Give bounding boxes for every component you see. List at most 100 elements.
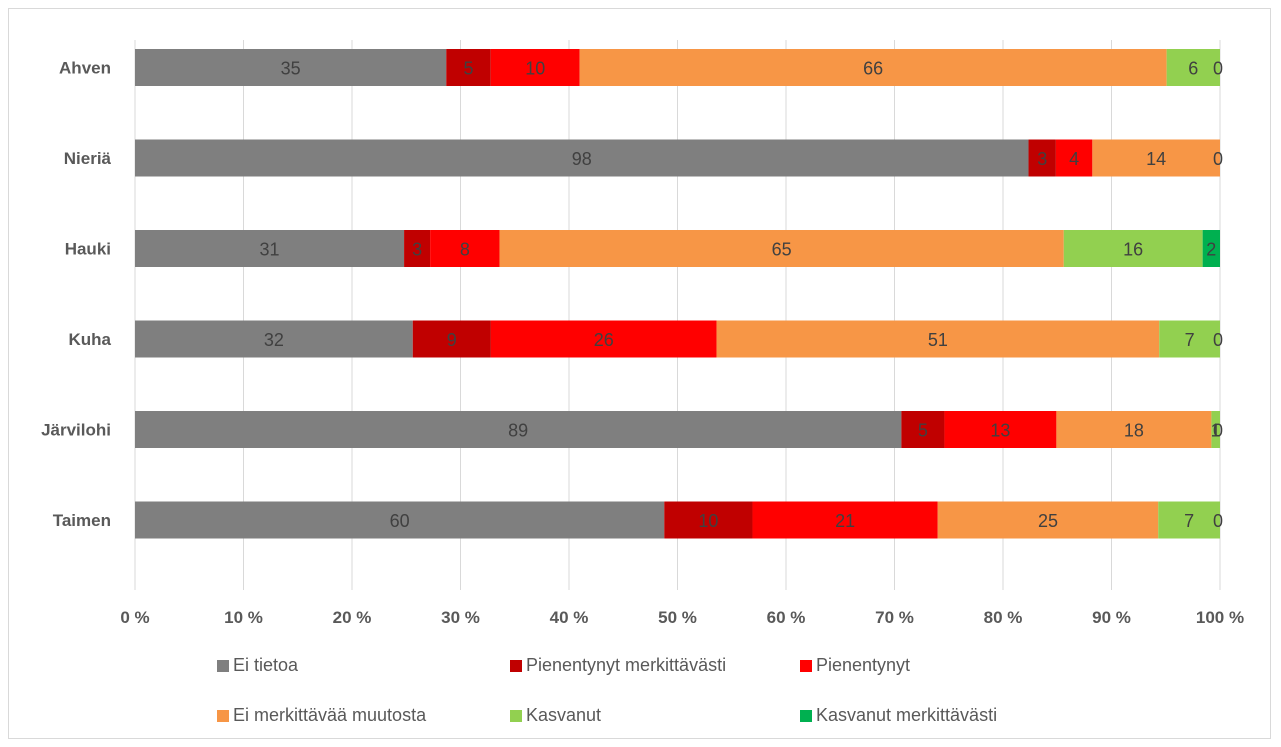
- data-label: 89: [508, 421, 528, 441]
- x-tick-label: 80 %: [984, 608, 1023, 627]
- bar-segment: [1092, 139, 1220, 177]
- data-label: 7: [1185, 330, 1195, 350]
- data-label: 60: [390, 511, 410, 531]
- x-tick-label: 40 %: [550, 608, 589, 627]
- x-tick-label: 70 %: [875, 608, 914, 627]
- bar-segment: [901, 411, 945, 448]
- legend-label: Ei merkittävää muutosta: [233, 705, 427, 725]
- bar-segment: [1056, 411, 1212, 448]
- data-label: 10: [525, 59, 545, 79]
- legend-item: Pienentynyt: [800, 655, 910, 676]
- data-label: 35: [281, 59, 301, 79]
- bar-segment: [135, 49, 447, 86]
- data-label: 32: [264, 330, 284, 350]
- category-label: Järvilohi: [41, 421, 111, 440]
- x-tick-label: 100 %: [1196, 608, 1244, 627]
- bar-segment: [404, 230, 431, 267]
- data-label: 9: [447, 330, 457, 350]
- bar-segment: [1055, 139, 1093, 177]
- bar-segment: [490, 320, 717, 358]
- bar-segment: [716, 320, 1160, 358]
- legend-swatch: [217, 659, 229, 672]
- legend-item: Kasvanut merkittävästi: [800, 705, 997, 726]
- data-label: 16: [1123, 240, 1143, 260]
- bar-segment: [135, 320, 413, 358]
- bar-segment: [446, 49, 491, 86]
- x-tick-label: 20 %: [333, 608, 372, 627]
- legend-swatch: [510, 659, 522, 672]
- legend-label: Pienentynyt: [816, 655, 911, 675]
- bar-segment: [412, 320, 491, 358]
- bar-segment: [1063, 230, 1203, 267]
- data-label: 8: [460, 240, 470, 260]
- gridlines: [134, 40, 1221, 590]
- legend-item: Kasvanut: [510, 705, 601, 726]
- legend-swatch: [800, 659, 812, 672]
- bar-segment: [1028, 139, 1056, 177]
- legend-item: Ei tietoa: [217, 655, 298, 676]
- bar-segment: [430, 230, 500, 267]
- bar-segment: [1166, 49, 1220, 86]
- data-label: 51: [928, 330, 948, 350]
- data-label: 5: [463, 59, 473, 79]
- data-label: 25: [1038, 511, 1058, 531]
- legend-label: Pienentynyt merkittävästi: [526, 655, 727, 675]
- bar-segment: [490, 49, 580, 86]
- legend-item: Pienentynyt merkittävästi: [510, 655, 726, 676]
- data-label: 6: [1188, 59, 1198, 79]
- x-tick-label: 10 %: [224, 608, 263, 627]
- bar-segment: [135, 230, 405, 267]
- legend-swatch: [217, 709, 229, 722]
- data-label: 0: [1213, 59, 1223, 79]
- x-tick-label: 90 %: [1092, 608, 1131, 627]
- data-label: 3: [412, 240, 422, 260]
- data-label: 26: [594, 330, 614, 350]
- bar-segment: [752, 501, 938, 539]
- category-labels: Ahven Nieriä Hauki Kuha Järvilohi Taimen: [41, 59, 111, 531]
- x-tick-label: 50 %: [658, 608, 697, 627]
- legend-swatch: [510, 709, 522, 722]
- bar-segment: [135, 139, 1029, 177]
- bar-segment: [135, 411, 902, 448]
- data-label: 0: [1213, 511, 1223, 531]
- data-label: 98: [572, 149, 592, 169]
- data-label: 2: [1206, 240, 1216, 260]
- data-label: 18: [1124, 421, 1144, 441]
- bar-segment: [944, 411, 1057, 448]
- legend-label: Kasvanut: [526, 705, 602, 725]
- data-label: 5: [918, 421, 928, 441]
- bar-segment: [664, 501, 753, 539]
- category-label: Nieriä: [64, 149, 112, 168]
- legend-item: Ei merkittävää muutosta: [217, 705, 426, 726]
- bar-segment: [1158, 501, 1220, 539]
- bar-segment: [1202, 230, 1220, 267]
- legend-label: Kasvanut merkittävästi: [816, 705, 998, 725]
- data-label: 3: [1037, 149, 1047, 169]
- data-label: 0: [1213, 421, 1223, 441]
- data-label: 7: [1184, 511, 1194, 531]
- bar-segment: [499, 230, 1064, 267]
- x-tick-label: 60 %: [767, 608, 806, 627]
- bar-segment: [937, 501, 1159, 539]
- bar-segment: [579, 49, 1167, 86]
- data-label: 65: [772, 240, 792, 260]
- category-label: Kuha: [69, 330, 112, 349]
- bar-segment: [1159, 320, 1220, 358]
- data-label: 0: [1213, 330, 1223, 350]
- bar-segment: [135, 501, 665, 539]
- x-axis-ticks: 0 % 10 % 20 % 30 % 40 % 50 % 60 % 70 % 80 % 90 % 1…: [120, 608, 1244, 627]
- legend-swatch: [800, 709, 812, 722]
- data-label: 13: [990, 421, 1010, 441]
- data-label: 31: [260, 240, 280, 260]
- bars: 35 5 10 66 6 098 3 4 14 031 3 8 65 16 232 9 26 51 7 089 5 13 1…: [135, 49, 1223, 539]
- data-label: 66: [863, 59, 883, 79]
- data-label: 10: [698, 511, 718, 531]
- legend-label: Ei tietoa: [233, 655, 299, 675]
- chart-area: [8, 8, 1271, 739]
- category-label: Hauki: [65, 240, 111, 259]
- data-label: 4: [1069, 149, 1079, 169]
- x-tick-label: 0 %: [120, 608, 149, 627]
- category-label: Taimen: [53, 511, 111, 530]
- data-label: 21: [835, 511, 855, 531]
